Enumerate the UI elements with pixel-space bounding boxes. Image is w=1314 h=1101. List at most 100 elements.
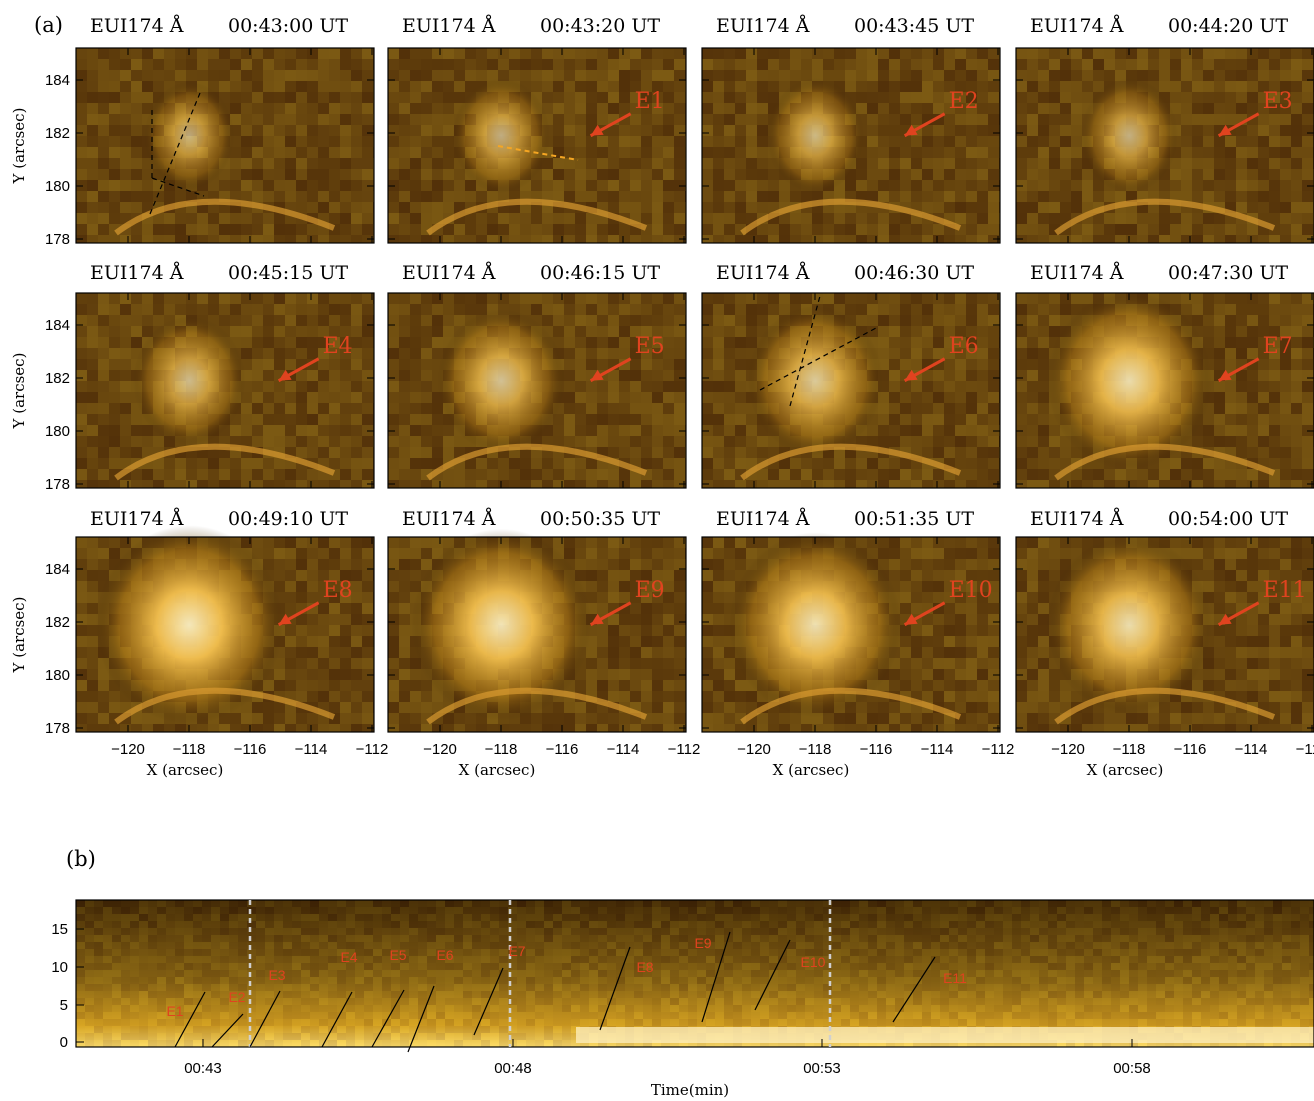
image-pixel [329, 136, 340, 147]
image-pixel [318, 658, 329, 669]
image-pixel [274, 304, 285, 315]
image-pixel [142, 92, 153, 103]
image-pixel [1203, 348, 1214, 359]
image-pixel [285, 202, 296, 213]
image-pixel [120, 103, 131, 114]
image-pixel [329, 702, 340, 713]
image-pixel [586, 326, 597, 337]
image-pixel [399, 180, 410, 191]
image-pixel [1181, 59, 1192, 70]
image-pixel [1126, 70, 1137, 81]
image-pixel [586, 136, 597, 147]
image-pixel [307, 592, 318, 603]
image-pixel [120, 326, 131, 337]
image-pixel [109, 469, 120, 480]
image-pixel [498, 458, 509, 469]
image-pixel [362, 202, 373, 213]
image-pixel [263, 92, 274, 103]
image-pixel [977, 326, 988, 337]
image-pixel [1214, 213, 1225, 224]
image-pixel [867, 48, 878, 59]
image-pixel [142, 81, 153, 92]
image-pixel [1302, 381, 1313, 392]
image-pixel [1302, 359, 1313, 370]
image-pixel [1269, 202, 1280, 213]
image-pixel [351, 625, 362, 636]
image-pixel [296, 414, 307, 425]
image-pixel [1214, 191, 1225, 202]
image-pixel [388, 603, 399, 614]
image-pixel [318, 224, 329, 235]
image-pixel [1280, 469, 1291, 480]
image-pixel [586, 169, 597, 180]
image-pixel [318, 326, 329, 337]
image-pixel [1291, 381, 1302, 392]
image-pixel [988, 191, 999, 202]
image-pixel [542, 326, 553, 337]
image-pixel [597, 293, 608, 304]
image-pixel [1247, 436, 1258, 447]
image-pixel [735, 224, 746, 235]
image-pixel [944, 337, 955, 348]
image-pixel [1027, 92, 1038, 103]
image-pixel [641, 315, 652, 326]
image-pixel [274, 392, 285, 403]
image-pixel [340, 559, 351, 570]
image-pixel [955, 224, 966, 235]
image-pixel [131, 414, 142, 425]
image-pixel [553, 304, 564, 315]
image-pixel [219, 48, 230, 59]
image-pixel [757, 59, 768, 70]
image-pixel [586, 480, 597, 488]
image-pixel [1038, 315, 1049, 326]
image-pixel [520, 304, 531, 315]
image-pixel [878, 469, 889, 480]
image-pixel [944, 235, 955, 243]
image-pixel [702, 447, 713, 458]
image-pixel [197, 59, 208, 70]
image-pixel [564, 469, 575, 480]
image-pixel [553, 147, 564, 158]
image-pixel [1060, 125, 1071, 136]
image-pixel [724, 370, 735, 381]
image-pixel [87, 548, 98, 559]
image-pixel [388, 381, 399, 392]
image-pixel [955, 315, 966, 326]
image-pixel [307, 581, 318, 592]
image-pixel [911, 414, 922, 425]
image-pixel [966, 180, 977, 191]
image-pixel [1016, 103, 1027, 114]
image-pixel [1291, 337, 1302, 348]
image-pixel [1214, 458, 1225, 469]
image-pixel [988, 304, 999, 315]
image-pixel [586, 158, 597, 169]
image-pixel [109, 326, 120, 337]
image-pixel [1159, 81, 1170, 92]
image-pixel [1148, 213, 1159, 224]
image-pixel [340, 625, 351, 636]
image-pixel [735, 293, 746, 304]
image-pixel [944, 425, 955, 436]
image-pixel [652, 392, 663, 403]
image-pixel [586, 425, 597, 436]
image-pixel [630, 469, 641, 480]
image-pixel [900, 304, 911, 315]
image-pixel [944, 447, 955, 458]
image-pixel [597, 158, 608, 169]
image-pixel [241, 213, 252, 224]
image-pixel [768, 447, 779, 458]
image-pixel [1192, 136, 1203, 147]
image-pixel [153, 81, 164, 92]
image-pixel [252, 224, 263, 235]
image-pixel [641, 213, 652, 224]
image-pixel [1016, 359, 1027, 370]
image-pixel [399, 48, 410, 59]
image-pixel [153, 48, 164, 59]
image-pixel [1181, 147, 1192, 158]
image-pixel [399, 348, 410, 359]
image-pixel [988, 315, 999, 326]
image-pixel [823, 224, 834, 235]
image-pixel [241, 315, 252, 326]
image-pixel [318, 669, 329, 680]
image-pixel [1082, 48, 1093, 59]
